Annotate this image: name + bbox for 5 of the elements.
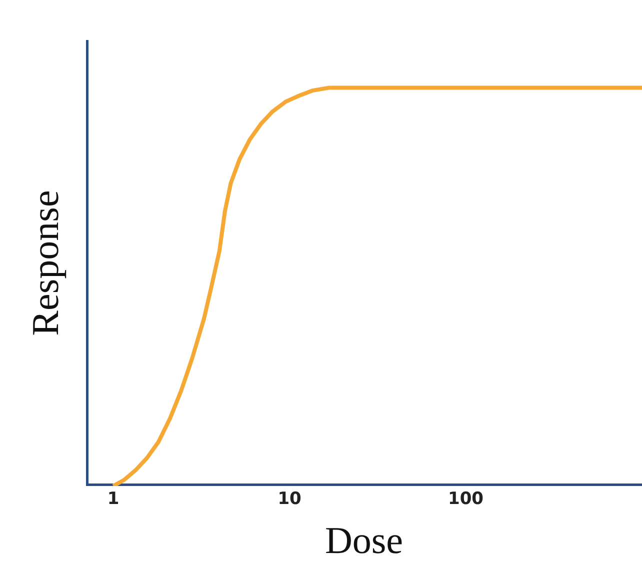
x-tick-label: 100 <box>448 489 484 509</box>
x-axis-title: Dose <box>324 520 404 562</box>
y-axis-title: Response <box>25 190 68 336</box>
x-tick-label: 10 <box>278 489 302 509</box>
x-tick-label: 1 <box>107 489 120 509</box>
